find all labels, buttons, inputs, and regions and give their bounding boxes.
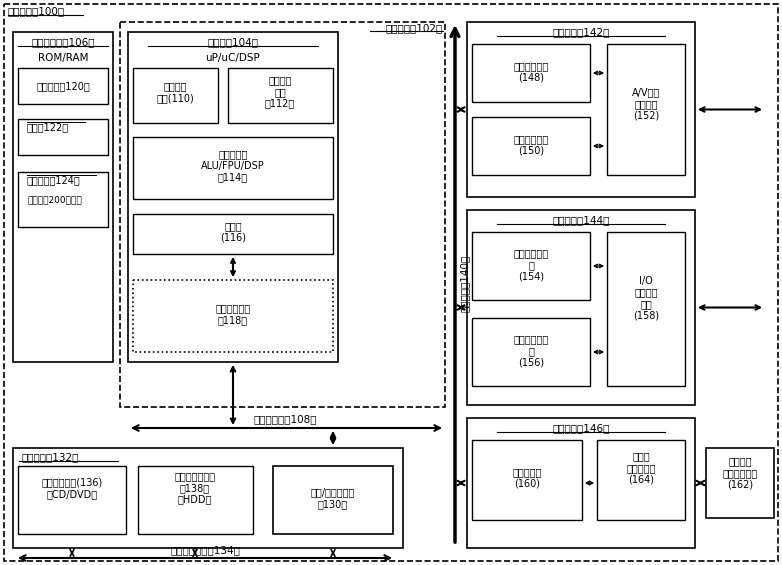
Text: A/V端口
（多个）
(152): A/V端口 （多个） (152) (632, 88, 660, 120)
Text: 程序数据（124）: 程序数据（124） (27, 175, 81, 185)
Bar (18, 172, 108, 227)
Text: ROM/RAM: ROM/RAM (38, 53, 88, 63)
Text: 存储器总线（108）: 存储器总线（108） (253, 414, 317, 424)
Text: 处理器（104）: 处理器（104） (207, 37, 259, 47)
Bar (133, 214, 333, 254)
Text: 二级高速
缓存
（112）: 二级高速 缓存 （112） (265, 75, 295, 108)
Bar (472, 117, 590, 175)
Text: 其他计算
设备（多个）
(162): 其他计算 设备（多个） (162) (723, 457, 758, 490)
Bar (228, 68, 333, 123)
Bar (120, 22, 445, 407)
Bar (472, 440, 582, 520)
Text: 储存接口总线（134）: 储存接口总线（134） (170, 545, 240, 555)
Bar (467, 210, 695, 405)
Bar (472, 44, 590, 102)
Text: 总线/接口控制器
（130）: 总线/接口控制器 （130） (310, 487, 355, 509)
Text: 计算设备（100）: 计算设备（100） (8, 6, 65, 16)
Bar (273, 466, 393, 534)
Bar (13, 32, 113, 362)
Text: 音频处理单元
(150): 音频处理单元 (150) (513, 134, 549, 156)
Text: 处理器核心
ALU/FPU/DSP
（114）: 处理器核心 ALU/FPU/DSP （114） (201, 149, 265, 182)
Text: 可移除储存器(136)
（CD/DVD）: 可移除储存器(136) （CD/DVD） (41, 477, 102, 499)
Bar (472, 318, 590, 386)
Bar (467, 418, 695, 548)
Bar (133, 137, 333, 199)
Bar (607, 232, 685, 386)
Text: 操作系统（120）: 操作系统（120） (36, 81, 90, 91)
Text: 寄存器
(116): 寄存器 (116) (220, 221, 246, 243)
Bar (597, 440, 685, 520)
Text: 图像处理单元
(148): 图像处理单元 (148) (513, 61, 549, 83)
Bar (706, 448, 774, 518)
Text: 储存设备（132）: 储存设备（132） (21, 452, 78, 462)
Bar (138, 466, 253, 534)
Text: 外围接口（144）: 外围接口（144） (552, 215, 610, 225)
Text: 应用（122）: 应用（122） (27, 122, 69, 132)
Text: 一级高速
缓存(110): 一级高速 缓存(110) (156, 81, 194, 103)
Bar (467, 22, 695, 197)
Text: 并行接口控制
器
(156): 并行接口控制 器 (156) (513, 334, 549, 368)
Text: 输出设备（142）: 输出设备（142） (552, 27, 610, 37)
Bar (133, 68, 218, 123)
Text: 通信端
口（多个）
(164): 通信端 口（多个） (164) (626, 451, 655, 485)
Text: 系统存储器（106）: 系统存储器（106） (31, 37, 95, 47)
Bar (18, 68, 108, 104)
Bar (18, 466, 126, 534)
Text: uP/uC/DSP: uP/uC/DSP (206, 53, 260, 63)
Text: I/O
端口（多
个）
(158): I/O 端口（多 个） (158) (633, 276, 659, 320)
Bar (607, 44, 685, 175)
Bar (133, 280, 333, 352)
Text: 基本配置（102）: 基本配置（102） (386, 23, 443, 33)
Text: 串行接口控制
器
(154): 串行接口控制 器 (154) (513, 249, 549, 281)
Text: 存储器控制器
（118）: 存储器控制器 （118） (215, 303, 250, 325)
Bar (472, 232, 590, 300)
Text: 不可移除储存器
（138）
（HDD）: 不可移除储存器 （138） （HDD） (174, 471, 216, 505)
Text: 执行方法200的指令: 执行方法200的指令 (27, 195, 82, 204)
Text: 接口总线（140）: 接口总线（140） (460, 254, 470, 312)
Bar (13, 448, 403, 548)
Bar (128, 32, 338, 362)
Text: 网络控制器
(160): 网络控制器 (160) (512, 467, 542, 489)
Text: 通信设备（146）: 通信设备（146） (552, 423, 610, 433)
Bar (18, 119, 108, 155)
